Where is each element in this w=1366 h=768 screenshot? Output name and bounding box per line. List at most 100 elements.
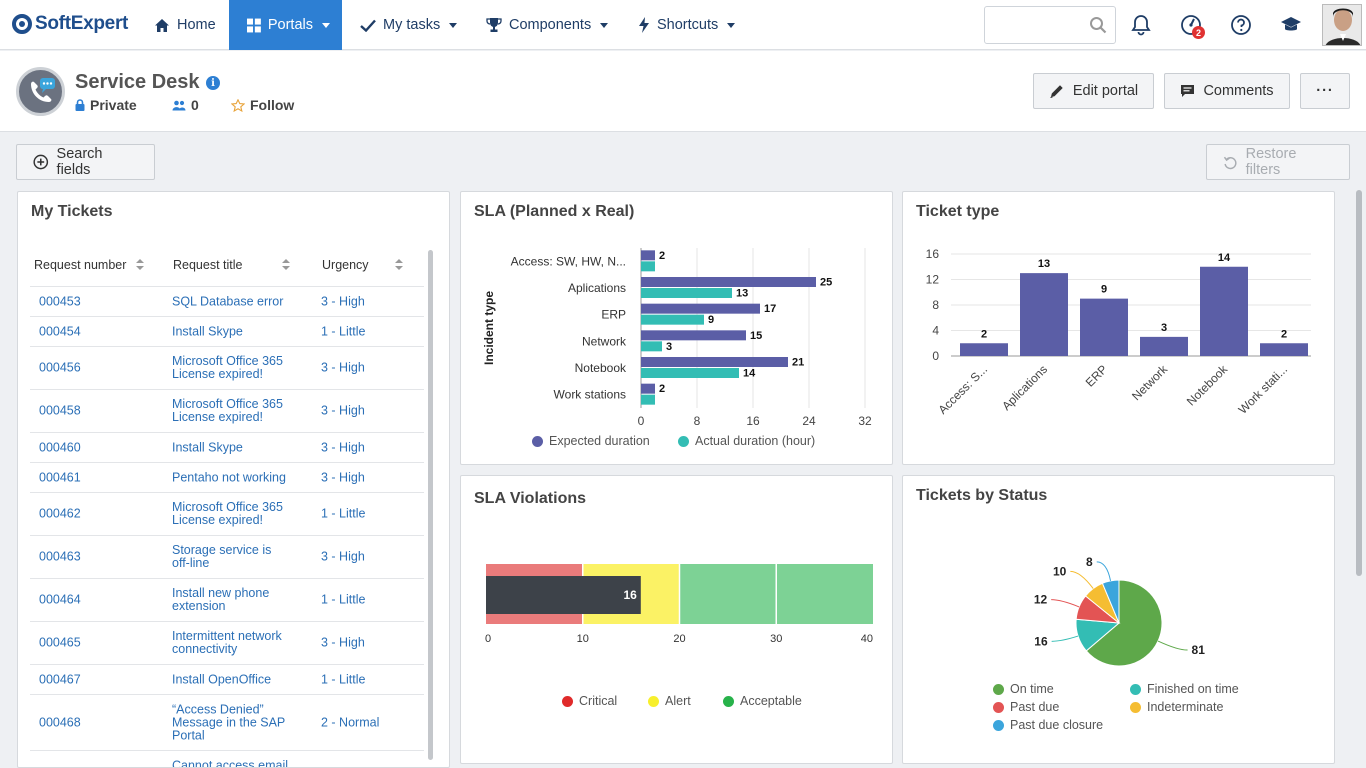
cell-title[interactable]: Cannot access email: [172, 758, 289, 768]
nav-components[interactable]: Components: [474, 0, 620, 50]
page-scrollbar[interactable]: [1356, 190, 1362, 576]
legend-actual[interactable]: Actual duration (hour): [678, 434, 815, 448]
nav-shortcuts-label: Shortcuts: [657, 17, 719, 33]
cell-urgency[interactable]: 3 - High: [321, 470, 365, 484]
nav-components-label: Components: [509, 17, 592, 33]
legend-expected[interactable]: Expected duration: [532, 434, 650, 448]
cell-number[interactable]: 000462: [39, 506, 81, 521]
table-row[interactable]: Cannot access email: [30, 750, 424, 768]
table-row[interactable]: 000462 Microsoft Office 365 License expir…: [30, 492, 424, 535]
table-row[interactable]: 000463 Storage service is off-line 3 - Hig…: [30, 535, 424, 578]
info-icon[interactable]: i: [206, 76, 220, 90]
edit-portal-button[interactable]: Edit portal: [1033, 73, 1154, 109]
column-request-number[interactable]: Request number: [34, 258, 145, 272]
cell-urgency[interactable]: 1 - Little: [321, 672, 366, 686]
comments-button[interactable]: Comments: [1164, 73, 1290, 109]
column-request-title[interactable]: Request title: [173, 258, 291, 272]
table-row[interactable]: 000461 Pentaho not working 3 - High: [30, 462, 424, 492]
cell-number[interactable]: 000458: [39, 403, 81, 418]
sla-chart-title: SLA (Planned x Real): [474, 203, 635, 220]
nav-home[interactable]: Home: [142, 0, 228, 50]
help-button[interactable]: [1228, 12, 1254, 38]
table-row[interactable]: 000465 Intermittent network connectivity 3…: [30, 621, 424, 664]
search-fields-button[interactable]: Search fields: [16, 144, 155, 180]
members-count[interactable]: 0: [172, 97, 199, 113]
legend-acceptable[interactable]: Acceptable: [723, 694, 802, 708]
table-row[interactable]: 000467 Install OpenOffice 1 - Little: [30, 664, 424, 694]
cell-title[interactable]: Storage service is off-line: [172, 543, 272, 570]
cell-urgency[interactable]: 1 - Little: [321, 506, 366, 521]
cell-urgency[interactable]: 3 - High: [321, 549, 365, 564]
search-input[interactable]: [985, 7, 1081, 43]
cell-number[interactable]: 000456: [39, 360, 81, 375]
cell-number[interactable]: 000465: [39, 635, 81, 650]
pie-data-label: 10: [1053, 564, 1067, 578]
chevron-down-icon: [322, 22, 330, 28]
pie-leader-line: [1096, 561, 1112, 581]
cell-urgency[interactable]: 1 - Little: [321, 324, 366, 338]
cell-urgency[interactable]: 3 - High: [321, 403, 365, 418]
cell-title[interactable]: “Access Denied” Message in the SAP Porta…: [172, 702, 286, 742]
legend-indeterminate[interactable]: Indeterminate: [1130, 700, 1223, 714]
table-row[interactable]: 000453 SQL Database error 3 - High: [30, 286, 424, 316]
legend-alert[interactable]: Alert: [648, 694, 691, 708]
column-label: Urgency: [322, 258, 369, 272]
table-scrollbar[interactable]: [428, 250, 433, 760]
nav-portals[interactable]: Portals: [229, 0, 342, 50]
cell-title[interactable]: Microsoft Office 365 License expired!: [172, 354, 283, 381]
search-icon[interactable]: [1089, 16, 1107, 34]
x-tick-label: 32: [858, 414, 872, 428]
graduation-cap-icon: [1281, 17, 1301, 31]
cell-title[interactable]: Pentaho not working: [172, 470, 286, 484]
cell-urgency[interactable]: 3 - High: [321, 294, 365, 308]
cell-title[interactable]: Install OpenOffice: [172, 672, 272, 686]
legend-dot: [678, 435, 689, 447]
cell-number[interactable]: 000464: [39, 592, 81, 607]
nav-my-tasks[interactable]: My tasks: [348, 0, 469, 50]
cell-title[interactable]: Intermittent network connectivity: [172, 629, 282, 656]
table-row[interactable]: 000468 “Access Denied” Message in the SAP…: [30, 694, 424, 750]
cell-number[interactable]: 000460: [39, 440, 81, 454]
tasks-button[interactable]: 2: [1178, 12, 1205, 39]
cell-title[interactable]: Microsoft Office 365 License expired!: [172, 397, 283, 424]
user-avatar[interactable]: [1322, 4, 1362, 46]
cell-number[interactable]: 000463: [39, 549, 81, 564]
legend-past-due[interactable]: Past due: [993, 700, 1059, 714]
sla-bar: [641, 383, 655, 394]
cell-number[interactable]: 000461: [39, 470, 81, 484]
follow-toggle[interactable]: Follow: [231, 97, 294, 113]
more-options-button[interactable]: ···: [1300, 73, 1350, 109]
legend-on-time[interactable]: On time: [993, 682, 1054, 696]
legend-critical[interactable]: Critical: [562, 694, 617, 708]
cell-number[interactable]: 000454: [39, 324, 81, 338]
cell-number[interactable]: 000453: [39, 294, 81, 308]
nav-shortcuts[interactable]: Shortcuts: [626, 0, 747, 50]
notifications-button[interactable]: [1128, 12, 1154, 38]
cell-urgency[interactable]: 3 - High: [321, 360, 365, 375]
cell-urgency[interactable]: 3 - High: [321, 440, 365, 454]
pie-slice: [1085, 579, 1163, 667]
cell-urgency[interactable]: 3 - High: [321, 635, 365, 650]
column-label: Request number: [34, 258, 127, 272]
cell-number[interactable]: 000468: [39, 715, 81, 729]
softexpert-logo[interactable]: SoftExpert: [12, 13, 128, 35]
cell-number[interactable]: 000467: [39, 672, 81, 686]
legend-finished-on-time[interactable]: Finished on time: [1130, 682, 1239, 696]
table-row[interactable]: 000458 Microsoft Office 365 License expir…: [30, 389, 424, 432]
table-row[interactable]: 000464 Install new phone extension 1 - Lit…: [30, 578, 424, 621]
table-row[interactable]: 000456 Microsoft Office 365 License expir…: [30, 346, 424, 389]
cell-urgency[interactable]: 1 - Little: [321, 592, 366, 607]
cell-title[interactable]: Microsoft Office 365 License expired!: [172, 500, 283, 527]
table-row[interactable]: 000460 Install Skype 3 - High: [30, 432, 424, 462]
restore-filters-button[interactable]: Restore filters: [1206, 144, 1350, 180]
learning-button[interactable]: [1278, 12, 1304, 38]
cell-urgency[interactable]: 2 - Normal: [321, 715, 380, 729]
cell-title[interactable]: Install Skype: [172, 440, 243, 454]
cell-title[interactable]: Install Skype: [172, 324, 243, 338]
cell-title[interactable]: SQL Database error: [172, 294, 284, 308]
legend-past-due-closure[interactable]: Past due closure: [993, 718, 1103, 732]
column-urgency[interactable]: Urgency: [322, 258, 403, 272]
cell-title[interactable]: Install new phone extension: [172, 586, 270, 613]
table-row[interactable]: 000454 Install Skype 1 - Little: [30, 316, 424, 346]
